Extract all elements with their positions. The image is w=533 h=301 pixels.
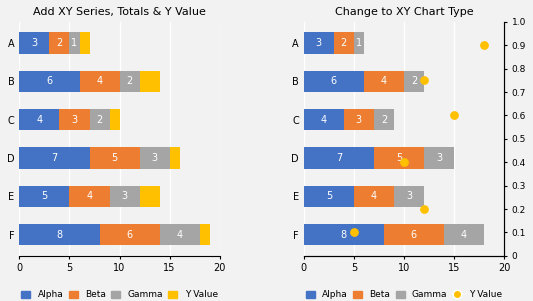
Legend: Alpha, Beta, Gamma, Y Value: Alpha, Beta, Gamma, Y Value [302,287,506,301]
Bar [374,109,394,130]
Text: 7: 7 [51,153,58,163]
Bar [304,71,364,92]
Bar [69,186,110,207]
Point [350,230,358,235]
Text: 3: 3 [151,153,158,163]
Text: 8: 8 [341,230,347,240]
Bar [424,147,454,169]
Text: 3: 3 [316,38,322,48]
Bar [19,71,79,92]
Bar [19,186,69,207]
Bar [79,33,90,54]
Bar [354,33,364,54]
Bar [384,224,444,245]
Bar [354,186,394,207]
Bar [169,147,180,169]
Title: Change to XY Chart Type: Change to XY Chart Type [335,7,473,17]
Title: Add XY Series, Totals & Y Value: Add XY Series, Totals & Y Value [33,7,206,17]
Text: 4: 4 [461,230,467,240]
Text: 3: 3 [71,115,78,125]
Text: 4: 4 [96,76,102,86]
Text: 6: 6 [126,230,133,240]
Text: 3: 3 [436,153,442,163]
Text: 2: 2 [411,76,417,86]
Text: 5: 5 [326,191,332,201]
Bar [90,147,140,169]
Text: 3: 3 [31,38,37,48]
Legend: Alpha, Beta, Gamma, Y Value: Alpha, Beta, Gamma, Y Value [18,287,221,301]
Bar [69,33,79,54]
Text: 2: 2 [96,115,103,125]
Text: 5: 5 [42,191,47,201]
Text: 6: 6 [411,230,417,240]
Bar [90,109,110,130]
Text: 2: 2 [341,38,347,48]
Bar [159,224,200,245]
Bar [140,71,159,92]
Text: 4: 4 [36,115,43,125]
Bar [119,71,140,92]
Bar [140,186,159,207]
Bar [334,33,354,54]
Text: 4: 4 [381,76,387,86]
Text: 3: 3 [122,191,127,201]
Text: 6: 6 [331,76,337,86]
Text: 1: 1 [71,38,78,48]
Bar [304,33,334,54]
Text: 3: 3 [406,191,412,201]
Bar [19,224,100,245]
Text: 8: 8 [56,230,62,240]
Text: 5: 5 [111,153,118,163]
Text: 3: 3 [356,115,362,125]
Text: 1: 1 [356,38,362,48]
Point [480,43,488,48]
Bar [79,71,119,92]
Text: 2: 2 [381,115,387,125]
Bar [140,147,169,169]
Text: 6: 6 [46,76,53,86]
Bar [404,71,424,92]
Bar [19,147,90,169]
Bar [304,186,354,207]
Text: 4: 4 [176,230,183,240]
Bar [50,33,69,54]
Text: 2: 2 [56,38,62,48]
Bar [100,224,159,245]
Point [419,207,428,212]
Point [400,160,408,165]
Bar [364,71,404,92]
Bar [444,224,484,245]
Bar [304,147,374,169]
Bar [19,33,50,54]
Text: 4: 4 [371,191,377,201]
Text: 4: 4 [321,115,327,125]
Text: 7: 7 [336,153,342,163]
Point [419,78,428,83]
Bar [200,224,209,245]
Point [450,113,458,118]
Bar [374,147,424,169]
Text: 2: 2 [126,76,133,86]
Bar [60,109,90,130]
Bar [344,109,374,130]
Bar [110,186,140,207]
Bar [19,109,60,130]
Bar [394,186,424,207]
Bar [110,109,119,130]
Text: 5: 5 [396,153,402,163]
Text: 4: 4 [86,191,93,201]
Bar [304,109,344,130]
Bar [304,224,384,245]
